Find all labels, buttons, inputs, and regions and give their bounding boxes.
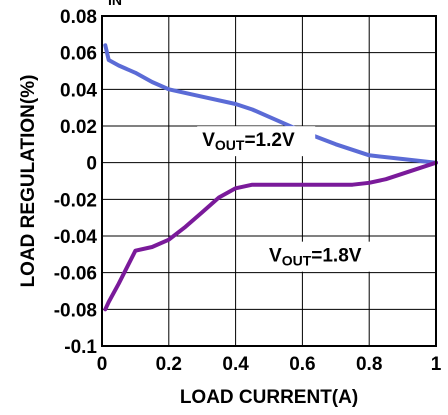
y-tick-label: -0.1 — [64, 337, 97, 358]
y-tick-label: -0.08 — [54, 300, 97, 321]
top-fragment-label: IN — [108, 0, 122, 8]
x-tick-label: 0.2 — [156, 354, 182, 375]
x-tick-label: 0 — [97, 354, 108, 375]
x-tick-label: 0.6 — [289, 354, 315, 375]
y-tick-label: 0.04 — [60, 80, 97, 101]
annotation-background — [264, 241, 382, 272]
y-axis-title: LOAD REGULATION(%) — [18, 75, 39, 288]
series-layer — [103, 43, 438, 312]
series-annotations: VOUT=1.2V VOUT=1.8V — [197, 126, 382, 272]
series-annotation-2: VOUT=1.8V — [269, 246, 362, 269]
y-tick-label: -0.06 — [54, 264, 97, 285]
series-line-1 — [103, 43, 438, 165]
tick-labels: 0 0.2 0.4 0.6 0.8 1 0.08 0.06 0.04 0.02 0 -0.02 -0.0… — [54, 7, 442, 375]
y-tick-label: -0.04 — [54, 227, 98, 248]
y-tick-label: 0 — [86, 154, 97, 175]
plot-frame — [101, 15, 437, 347]
y-tick-label: 0.02 — [60, 117, 97, 138]
x-tick-label: 0.8 — [356, 354, 382, 375]
y-tick-label: -0.02 — [54, 190, 97, 211]
series-line-2 — [103, 160, 438, 312]
x-axis-title: LOAD CURRENT(A) — [180, 387, 358, 408]
y-tick-label: 0.06 — [60, 44, 97, 65]
x-tick-label: 0.4 — [222, 354, 249, 375]
annotation-background — [197, 126, 316, 157]
x-tick-label: 1 — [431, 354, 442, 375]
y-tick-label: 0.08 — [60, 7, 97, 28]
grid — [102, 16, 436, 346]
series-annotation-1: VOUT=1.2V — [202, 130, 295, 153]
